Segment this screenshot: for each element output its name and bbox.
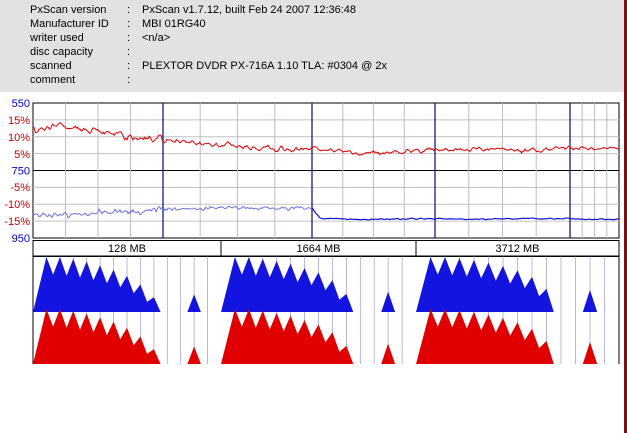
svg-text:3712 MB: 3712 MB: [495, 243, 539, 255]
svg-text:128 MB: 128 MB: [108, 243, 146, 255]
svg-text:1664 MB: 1664 MB: [296, 243, 340, 255]
